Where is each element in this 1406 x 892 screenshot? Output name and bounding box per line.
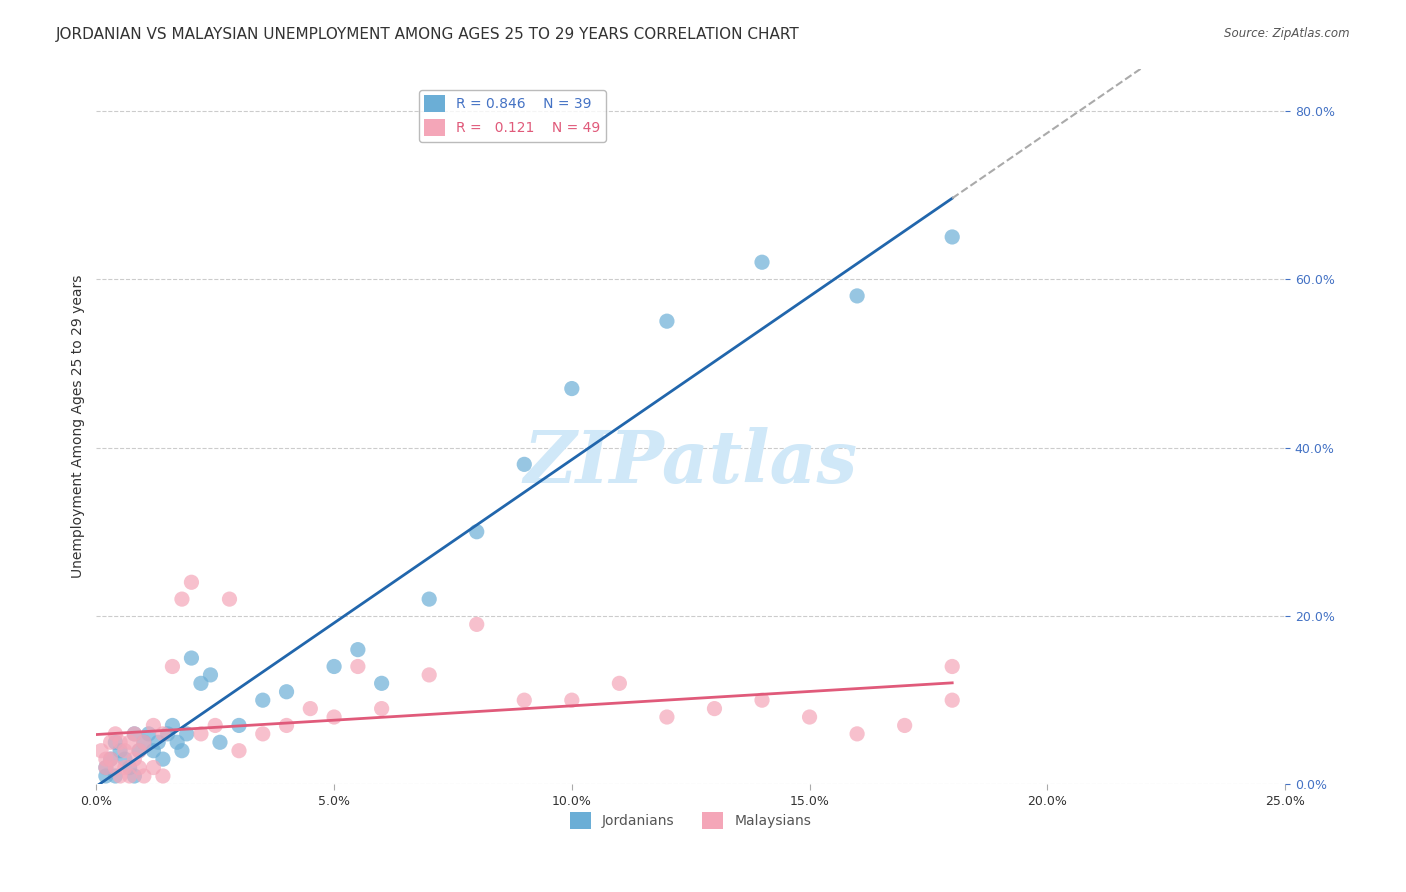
Malaysians <box>180 575 202 590</box>
Malaysians <box>846 727 869 741</box>
Malaysians <box>94 752 117 766</box>
Jordanians <box>162 718 184 732</box>
Y-axis label: Unemployment Among Ages 25 to 29 years: Unemployment Among Ages 25 to 29 years <box>72 275 86 578</box>
Jordanians <box>655 314 678 328</box>
Jordanians <box>252 693 274 707</box>
Malaysians <box>142 760 165 774</box>
Malaysians <box>152 769 174 783</box>
Malaysians <box>162 659 184 673</box>
Jordanians <box>142 744 165 758</box>
Malaysians <box>465 617 488 632</box>
Text: ZIPatlas: ZIPatlas <box>523 426 858 498</box>
Malaysians <box>114 744 136 758</box>
Text: Source: ZipAtlas.com: Source: ZipAtlas.com <box>1225 27 1350 40</box>
Jordanians <box>176 727 198 741</box>
Malaysians <box>893 718 915 732</box>
Jordanians <box>751 255 773 269</box>
Malaysians <box>94 760 117 774</box>
Malaysians <box>190 727 212 741</box>
Jordanians <box>166 735 188 749</box>
Jordanians <box>124 727 146 741</box>
Jordanians <box>465 524 488 539</box>
Jordanians <box>180 651 202 665</box>
Malaysians <box>108 769 131 783</box>
Jordanians <box>104 735 127 749</box>
Jordanians <box>323 659 346 673</box>
Malaysians <box>114 760 136 774</box>
Malaysians <box>142 718 165 732</box>
Malaysians <box>703 701 725 715</box>
Malaysians <box>104 760 127 774</box>
Malaysians <box>418 668 440 682</box>
Jordanians <box>561 382 583 396</box>
Jordanians <box>118 760 141 774</box>
Jordanians <box>418 592 440 607</box>
Malaysians <box>132 735 155 749</box>
Malaysians <box>252 727 274 741</box>
Jordanians <box>347 642 370 657</box>
Legend: Jordanians, Malaysians: Jordanians, Malaysians <box>565 806 817 835</box>
Jordanians <box>94 769 117 783</box>
Malaysians <box>218 592 240 607</box>
Jordanians <box>104 769 127 783</box>
Malaysians <box>561 693 583 707</box>
Malaysians <box>128 760 150 774</box>
Jordanians <box>200 668 222 682</box>
Malaysians <box>104 727 127 741</box>
Malaysians <box>124 752 146 766</box>
Malaysians <box>751 693 773 707</box>
Jordanians <box>370 676 392 690</box>
Malaysians <box>152 727 174 741</box>
Jordanians <box>132 735 155 749</box>
Jordanians <box>114 752 136 766</box>
Malaysians <box>609 676 631 690</box>
Malaysians <box>228 744 250 758</box>
Malaysians <box>90 744 112 758</box>
Jordanians <box>846 289 869 303</box>
Jordanians <box>513 458 536 472</box>
Malaysians <box>299 701 322 715</box>
Malaysians <box>799 710 821 724</box>
Malaysians <box>655 710 678 724</box>
Jordanians <box>152 752 174 766</box>
Malaysians <box>941 693 963 707</box>
Malaysians <box>941 659 963 673</box>
Jordanians <box>138 727 160 741</box>
Malaysians <box>100 735 122 749</box>
Malaysians <box>124 727 146 741</box>
Jordanians <box>190 676 212 690</box>
Malaysians <box>204 718 226 732</box>
Jordanians <box>228 718 250 732</box>
Jordanians <box>156 727 179 741</box>
Jordanians <box>146 735 169 749</box>
Jordanians <box>276 685 298 699</box>
Malaysians <box>118 769 141 783</box>
Jordanians <box>128 744 150 758</box>
Malaysians <box>118 735 141 749</box>
Malaysians <box>100 752 122 766</box>
Jordanians <box>100 752 122 766</box>
Jordanians <box>170 744 193 758</box>
Jordanians <box>941 230 963 244</box>
Malaysians <box>323 710 346 724</box>
Malaysians <box>128 744 150 758</box>
Malaysians <box>276 718 298 732</box>
Jordanians <box>94 760 117 774</box>
Jordanians <box>124 769 146 783</box>
Malaysians <box>370 701 392 715</box>
Malaysians <box>108 735 131 749</box>
Malaysians <box>132 769 155 783</box>
Malaysians <box>513 693 536 707</box>
Jordanians <box>208 735 231 749</box>
Jordanians <box>108 744 131 758</box>
Malaysians <box>347 659 370 673</box>
Text: JORDANIAN VS MALAYSIAN UNEMPLOYMENT AMONG AGES 25 TO 29 YEARS CORRELATION CHART: JORDANIAN VS MALAYSIAN UNEMPLOYMENT AMON… <box>56 27 800 42</box>
Malaysians <box>170 592 193 607</box>
